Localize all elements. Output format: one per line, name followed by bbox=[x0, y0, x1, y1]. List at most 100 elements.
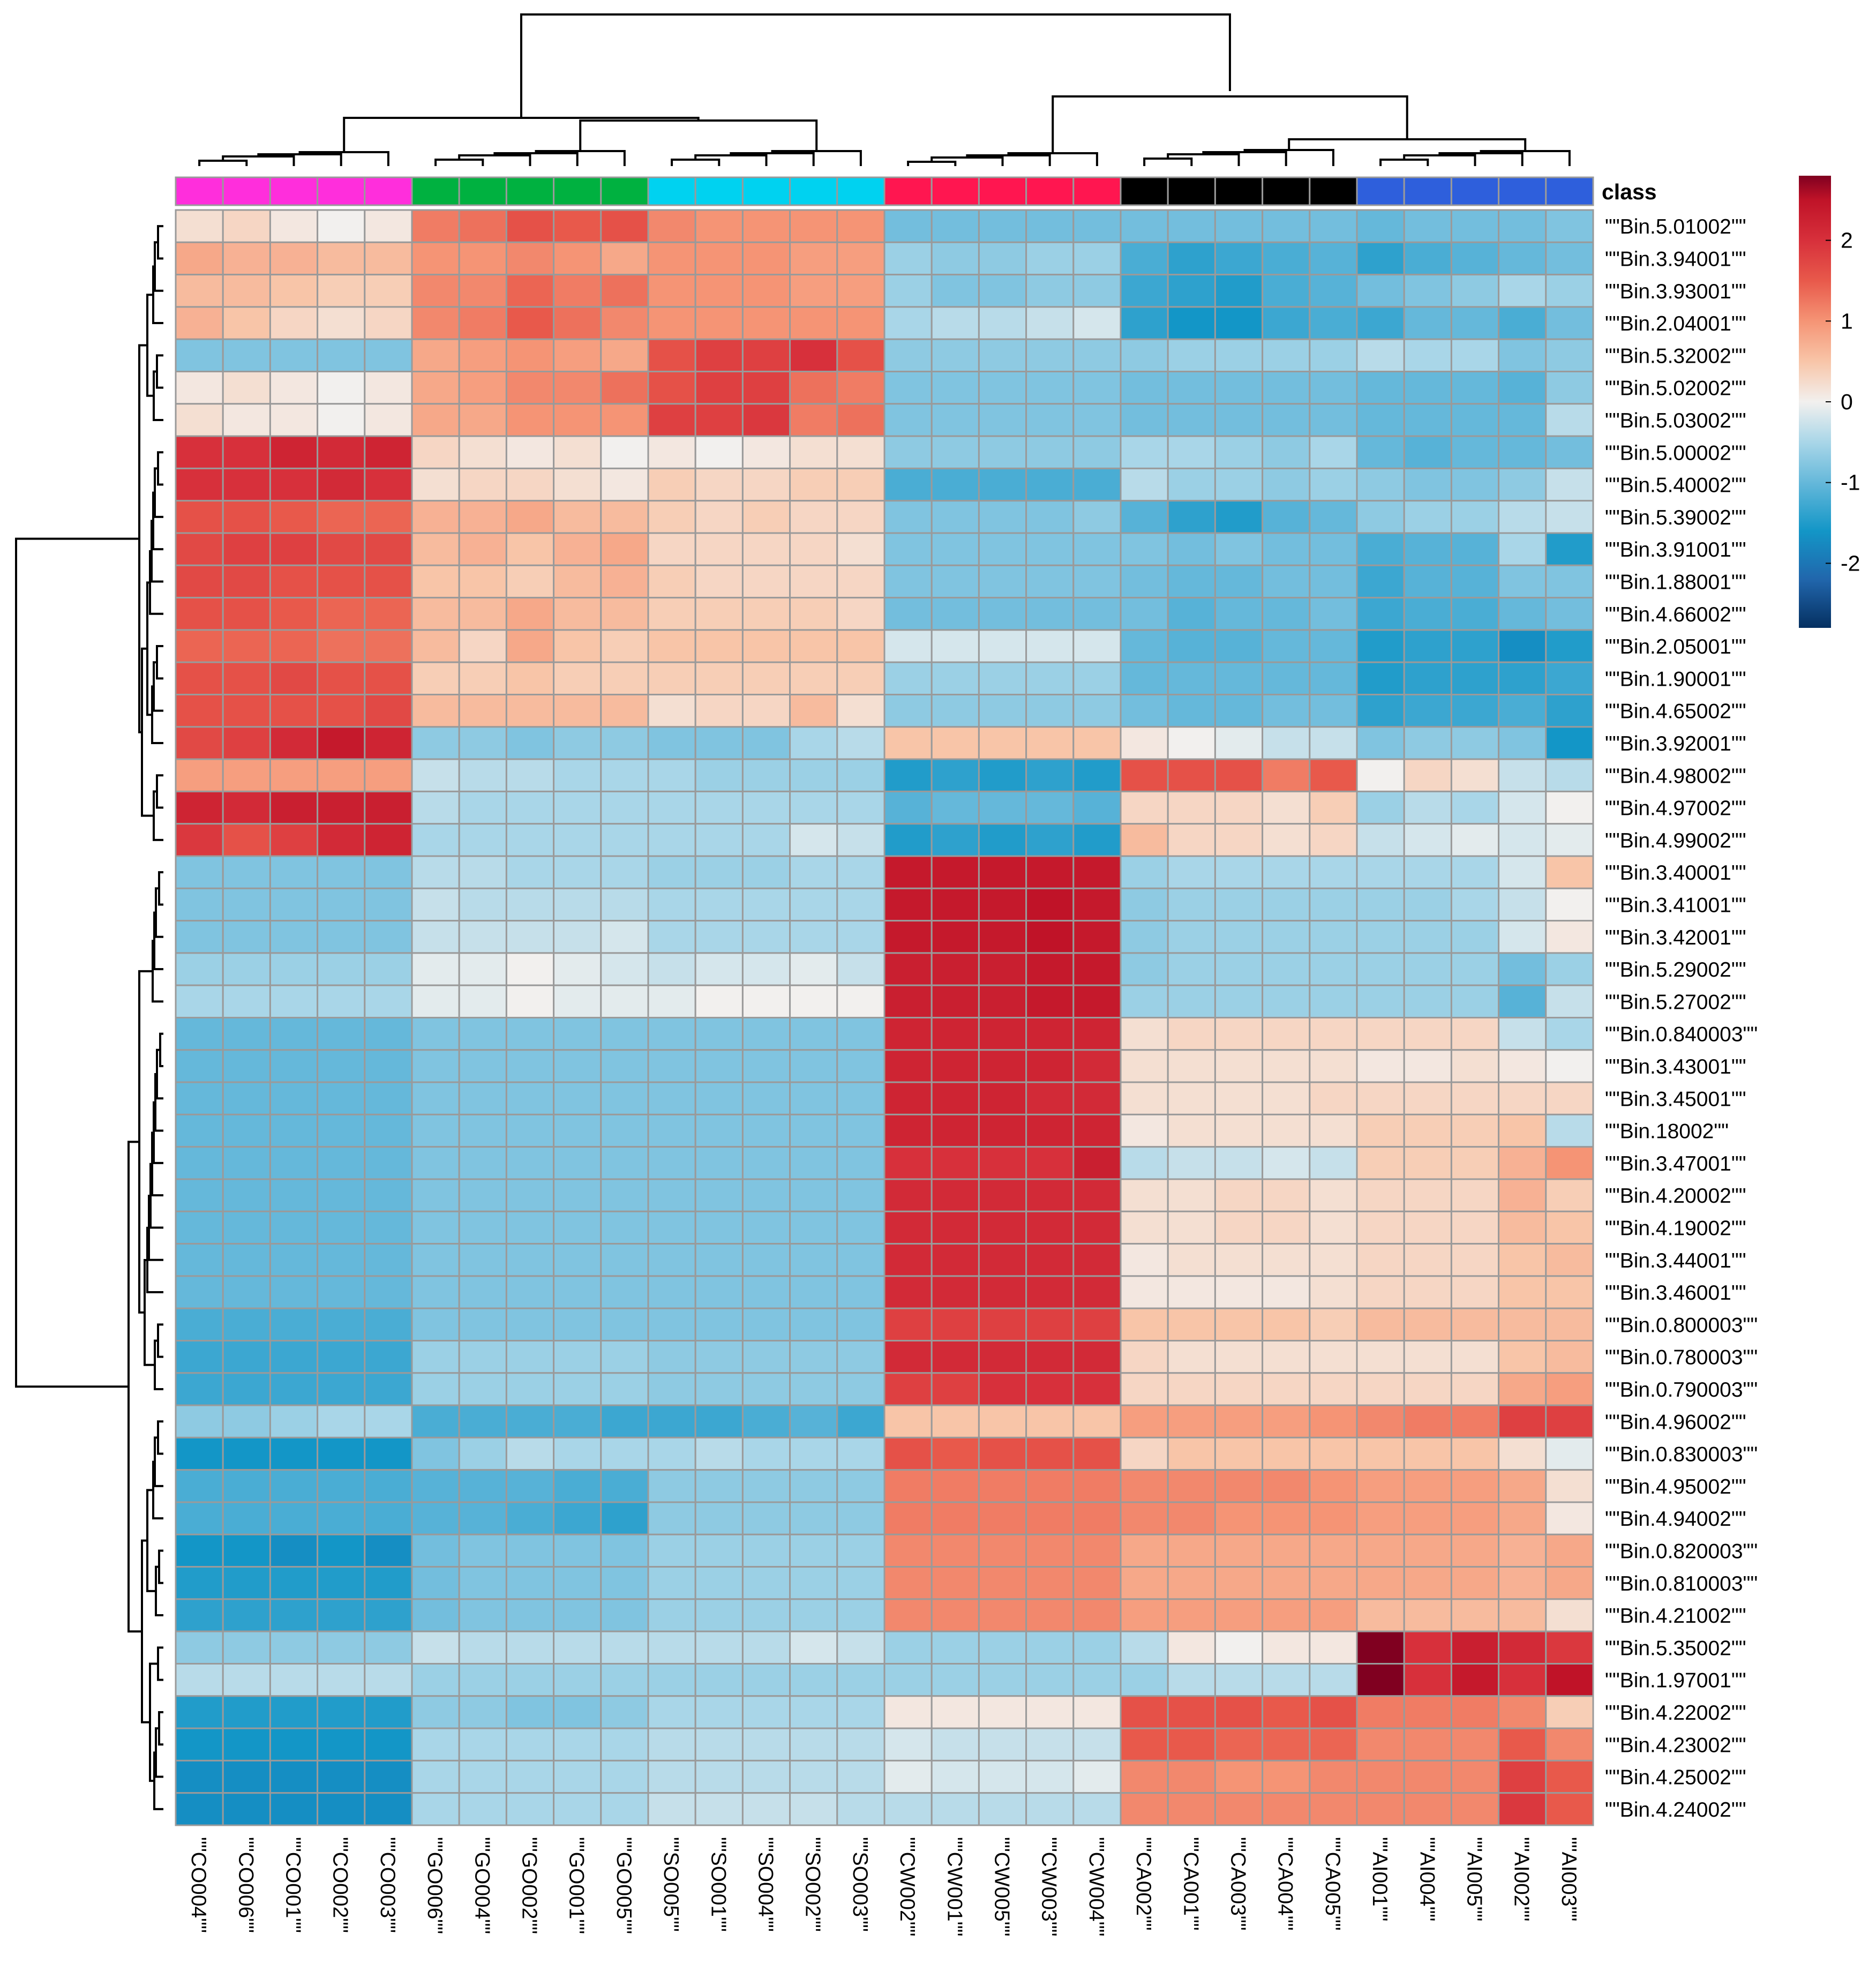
heatmap-cell bbox=[789, 1727, 838, 1761]
heatmap-cell bbox=[1072, 1663, 1122, 1697]
heatmap-cell bbox=[1214, 1501, 1264, 1535]
heatmap-cell bbox=[1498, 1372, 1547, 1406]
heatmap-cell bbox=[175, 1436, 224, 1471]
heatmap-cell bbox=[741, 1049, 791, 1083]
heatmap-cell bbox=[647, 855, 696, 889]
heatmap-cell bbox=[1545, 1049, 1594, 1083]
heatmap-cell bbox=[411, 1566, 460, 1600]
heatmap-cell bbox=[789, 1372, 838, 1406]
heatmap-cell bbox=[458, 1243, 507, 1277]
dendrogram-branch bbox=[15, 537, 139, 1388]
heatmap-cell bbox=[1356, 1372, 1405, 1406]
heatmap-cell bbox=[505, 1017, 555, 1051]
heatmap-cell bbox=[1072, 274, 1122, 308]
heatmap-cell bbox=[458, 1695, 507, 1729]
heatmap-cell bbox=[1167, 1792, 1216, 1826]
heatmap-cell bbox=[1309, 1404, 1358, 1438]
row-label: ""Bin.1.88001"" bbox=[1605, 571, 1746, 594]
heatmap-cell bbox=[1120, 1598, 1169, 1632]
heatmap-cell bbox=[1025, 1759, 1075, 1794]
heatmap-cell bbox=[647, 500, 696, 534]
heatmap-cell bbox=[364, 1695, 413, 1729]
heatmap-cell bbox=[1545, 823, 1594, 857]
heatmap-cell bbox=[1262, 1663, 1311, 1697]
heatmap-cell bbox=[364, 726, 413, 760]
heatmap-cell bbox=[694, 629, 744, 663]
heatmap-cell bbox=[694, 1469, 744, 1503]
heatmap-cell bbox=[1403, 984, 1452, 1018]
heatmap-cell bbox=[553, 241, 602, 276]
heatmap-cell bbox=[931, 823, 980, 857]
legend-tick-label: -2 bbox=[1841, 551, 1860, 575]
row-label: ""Bin.3.41001"" bbox=[1605, 894, 1746, 917]
heatmap-cell bbox=[1356, 1533, 1405, 1568]
heatmap-cell bbox=[600, 241, 649, 276]
heatmap-cell bbox=[1498, 241, 1547, 276]
heatmap-cell bbox=[789, 1404, 838, 1438]
heatmap-cell bbox=[317, 435, 366, 469]
heatmap-cell bbox=[1214, 920, 1264, 954]
row-label: ""Bin.4.24002"" bbox=[1605, 1798, 1746, 1821]
heatmap-cell bbox=[175, 1469, 224, 1503]
heatmap-cell bbox=[1450, 758, 1500, 792]
heatmap-cell bbox=[1403, 532, 1452, 566]
heatmap-cell bbox=[978, 403, 1027, 437]
class-annotation-cell bbox=[931, 176, 980, 206]
heatmap-cell bbox=[741, 306, 791, 340]
heatmap-cell bbox=[836, 306, 886, 340]
heatmap-cell bbox=[883, 467, 933, 502]
heatmap-cell bbox=[411, 920, 460, 954]
heatmap-cell bbox=[505, 1533, 555, 1568]
heatmap-cell bbox=[1356, 1049, 1405, 1083]
heatmap-cell bbox=[1450, 629, 1500, 663]
heatmap-cell bbox=[175, 1340, 224, 1374]
heatmap-cell bbox=[317, 500, 366, 534]
heatmap-cell bbox=[883, 1566, 933, 1600]
heatmap-cell bbox=[600, 1372, 649, 1406]
heatmap-cell bbox=[694, 1533, 744, 1568]
heatmap-cell bbox=[1450, 1113, 1500, 1148]
heatmap-cell bbox=[458, 500, 507, 534]
heatmap-cell bbox=[505, 241, 555, 276]
heatmap-cell bbox=[1072, 1469, 1122, 1503]
heatmap-cell bbox=[505, 1243, 555, 1277]
heatmap-cell bbox=[553, 338, 602, 373]
heatmap-cell bbox=[1262, 855, 1311, 889]
heatmap-cell bbox=[458, 209, 507, 243]
heatmap-cell bbox=[458, 435, 507, 469]
heatmap-cell bbox=[553, 403, 602, 437]
heatmap-cell bbox=[317, 241, 366, 276]
heatmap-cell bbox=[694, 1372, 744, 1406]
heatmap-cell bbox=[1498, 1792, 1547, 1826]
heatmap-cell bbox=[222, 532, 271, 566]
column-label: ""CA004"" bbox=[1274, 1837, 1297, 1931]
heatmap-cell bbox=[1072, 564, 1122, 599]
heatmap-cell bbox=[978, 1081, 1027, 1115]
column-label: ""CW002"" bbox=[896, 1837, 919, 1936]
heatmap-cell bbox=[647, 1663, 696, 1697]
heatmap-cell bbox=[978, 629, 1027, 663]
heatmap-cell bbox=[931, 564, 980, 599]
heatmap-cell bbox=[411, 564, 460, 599]
heatmap-cell bbox=[1545, 597, 1594, 631]
heatmap-cell bbox=[600, 1598, 649, 1632]
heatmap-cell bbox=[1025, 597, 1075, 631]
heatmap-cell bbox=[553, 209, 602, 243]
heatmap-cell bbox=[978, 1533, 1027, 1568]
heatmap-cell bbox=[1403, 1533, 1452, 1568]
heatmap-cell bbox=[1545, 1792, 1594, 1826]
heatmap-cell bbox=[883, 597, 933, 631]
heatmap-cell bbox=[317, 1113, 366, 1148]
heatmap-cell bbox=[458, 1081, 507, 1115]
heatmap-cell bbox=[1498, 1146, 1547, 1180]
heatmap-cell bbox=[931, 1178, 980, 1212]
heatmap-cell bbox=[317, 984, 366, 1018]
class-annotation-cell bbox=[1120, 176, 1169, 206]
heatmap-cell bbox=[364, 952, 413, 986]
heatmap-cell bbox=[647, 823, 696, 857]
row-label: ""Bin.0.840003"" bbox=[1605, 1023, 1758, 1046]
heatmap-cell bbox=[1356, 984, 1405, 1018]
heatmap-cell bbox=[175, 1243, 224, 1277]
heatmap-cell bbox=[1025, 1566, 1075, 1600]
heatmap-cell bbox=[269, 597, 319, 631]
